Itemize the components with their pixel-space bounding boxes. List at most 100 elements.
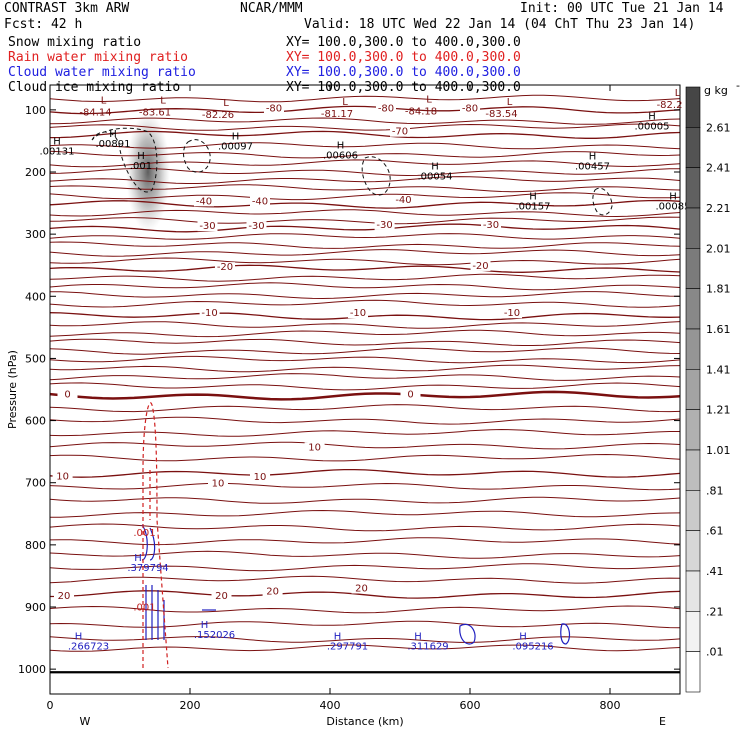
isotherm-line — [49, 159, 681, 168]
cloud-high-value: .152026 — [194, 630, 235, 641]
contour-label: 20 — [215, 591, 228, 602]
isotherm-line — [49, 273, 681, 282]
colorbar-level: .81 — [706, 484, 724, 497]
y-tick-label: 1000 — [18, 663, 46, 676]
colorbar-swatch — [685, 409, 701, 451]
isotherm-line — [49, 416, 681, 425]
high-mark: H — [431, 161, 439, 172]
isotherm-line — [49, 575, 681, 584]
colorbar-swatch — [685, 288, 701, 330]
contour-label-bg — [250, 196, 270, 207]
colorbar-swatch — [685, 570, 701, 612]
high-value: .00131 — [40, 147, 75, 158]
contour-label-bg — [481, 219, 501, 230]
contour-label-bg — [460, 103, 480, 114]
high-value: .00606 — [323, 150, 358, 161]
low-mark: L — [223, 98, 229, 109]
contour-label-bg — [199, 308, 220, 319]
contour-label: 10 — [254, 472, 267, 483]
isotherm-line — [49, 150, 681, 159]
low-value: -82.2 — [657, 100, 683, 111]
colorbar-swatch — [685, 611, 701, 652]
high-value: .00005 — [635, 122, 670, 133]
high-mark: H — [669, 191, 677, 202]
contour-label-bg — [374, 219, 395, 230]
colorbar-level: .21 — [706, 605, 724, 618]
contour-label-bg — [502, 308, 522, 319]
y-tick-label: 700 — [25, 477, 46, 490]
snow-shading — [126, 112, 170, 232]
contour-label-bg — [246, 221, 267, 232]
colorbar-swatch — [685, 369, 701, 410]
low-value: -83.54 — [485, 109, 517, 120]
isotherm-line — [49, 282, 681, 291]
labeled-isotherm-line — [49, 264, 681, 273]
isotherm-line — [49, 550, 681, 559]
contour-label-bg — [54, 590, 74, 601]
colorbar-swatch — [685, 127, 701, 168]
contour-label-bg — [52, 471, 73, 482]
isotherm-line — [49, 233, 681, 240]
field-xy-cloud-water: XY= 100.0,300.0 to 400.0,300.0 — [286, 65, 521, 80]
labeled-isotherm-line — [49, 590, 681, 599]
colorbar-swatch — [685, 167, 701, 209]
cloud-high-mark: H — [519, 631, 527, 642]
colorbar-swatch — [685, 207, 701, 249]
contour-label: 0 — [407, 390, 413, 401]
low-value: -84.14 — [79, 108, 111, 119]
contour-label-bg — [208, 478, 228, 489]
high-mark: H — [53, 137, 61, 148]
colorbar-swatch — [685, 651, 701, 693]
colorbar-level: .41 — [706, 565, 724, 578]
x-tick-label: 600 — [460, 699, 481, 712]
contour-label-bg — [470, 260, 491, 271]
y-tick-label: 400 — [25, 290, 46, 303]
contour-label-bg — [351, 583, 372, 594]
snow-maximum-shade — [126, 112, 170, 232]
isotherm-line — [49, 168, 681, 177]
contour-label-bg — [57, 389, 78, 400]
colorbar-level: 1.01 — [706, 444, 731, 457]
contour-label: -30 — [376, 220, 392, 231]
colorbar-level: 1.61 — [706, 323, 731, 336]
valid-time: Valid: 18 UTC Wed 22 Jan 14 (04 ChT Thu … — [304, 17, 696, 32]
contour-label-bg — [194, 196, 214, 207]
contour-label-bg — [376, 103, 396, 114]
contour-label: 10 — [56, 472, 69, 483]
isotherm-line — [49, 523, 681, 532]
contour-label-bg — [250, 472, 270, 483]
isotherm-line — [49, 404, 681, 413]
field-xy-snow: XY= 100.0,300.0 to 400.0,300.0 — [286, 35, 521, 50]
isotherm-line — [49, 453, 681, 462]
contour-label: -20 — [217, 262, 233, 273]
colorbar-swatch — [685, 248, 701, 289]
contour-label: -80 — [378, 104, 394, 115]
isotherm-line — [49, 209, 681, 218]
colorbar-level: 2.21 — [706, 202, 731, 215]
high-mark: H — [109, 129, 117, 140]
labeled-isotherm-line — [49, 105, 681, 115]
isotherm-line — [49, 441, 681, 450]
isotherm-line — [49, 382, 681, 391]
high-mark: H — [137, 151, 145, 162]
contour-label-bg — [197, 221, 218, 232]
colorbar-level: 1.21 — [706, 404, 731, 417]
labeled-isotherm-line — [49, 223, 681, 233]
contour-label: -20 — [472, 261, 488, 272]
colorbar-unit: g kg — [704, 84, 728, 97]
high-mark: H — [232, 132, 240, 143]
contour-label-bg — [393, 195, 414, 206]
isotherm-line — [49, 249, 681, 257]
low-value: -81.17 — [321, 109, 353, 120]
isotherm-line — [49, 142, 681, 150]
isotherm-line — [49, 123, 681, 131]
init-time: Init: 00 UTC Tue 21 Jan 14 — [520, 1, 724, 16]
contour-label: -80 — [266, 104, 282, 115]
contour-label-bg — [262, 586, 283, 597]
field-label-snow: Snow mixing ratio — [8, 35, 142, 50]
colorbar-swatch — [685, 328, 701, 370]
contour-label: -40 — [196, 196, 212, 207]
y-tick-label: 800 — [25, 539, 46, 552]
cloud-high-value: .311629 — [407, 641, 448, 652]
